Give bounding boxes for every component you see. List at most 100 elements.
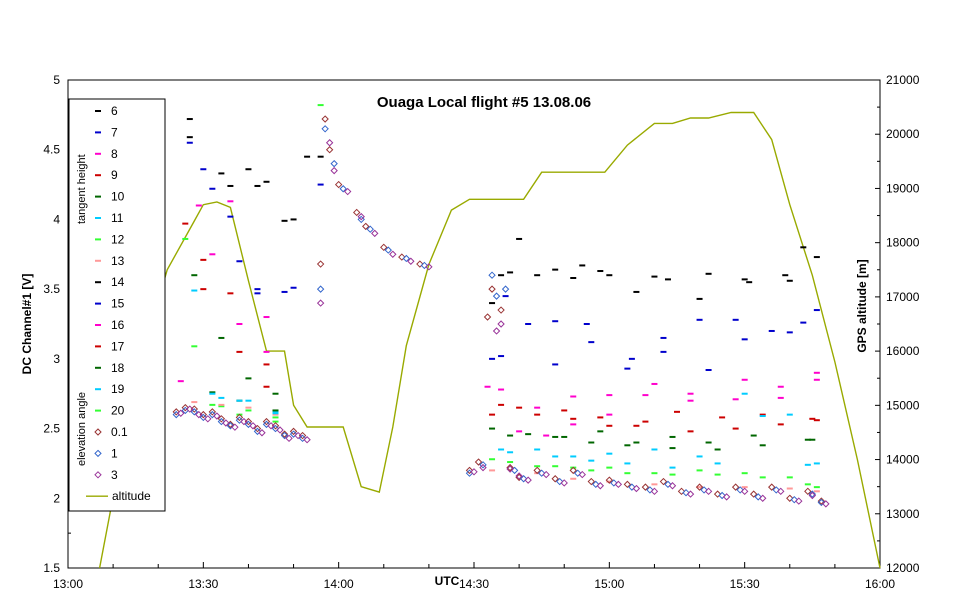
legend: tangent height elevation angle 678910111… <box>68 98 166 512</box>
y-tick-label: 2 <box>53 491 60 505</box>
data-point-diamond <box>772 486 780 494</box>
legend-symbol <box>94 449 102 458</box>
data-point-diamond <box>316 260 325 268</box>
data-point-diamond <box>822 500 830 508</box>
data-point-diamond <box>704 487 713 496</box>
data-point-diamond <box>623 480 632 489</box>
y-tick-label: 4 <box>53 212 60 226</box>
data-point-diamond <box>371 229 379 238</box>
data-point-diamond <box>240 417 248 426</box>
y2-tick-label: 17000 <box>886 290 920 304</box>
data-point-diamond <box>668 482 677 490</box>
data-point-diamond <box>407 257 415 265</box>
y2-tick-label: 15000 <box>886 398 920 412</box>
data-point-diamond <box>488 285 496 293</box>
altitude-series <box>98 111 881 569</box>
data-point-diamond <box>682 489 690 497</box>
data-point-diamond <box>181 403 189 412</box>
data-point-diamond <box>610 479 618 487</box>
data-point-diamond <box>186 405 194 413</box>
legend-label: 15 <box>111 297 125 311</box>
data-point-diamond <box>817 497 826 505</box>
y2-tick-label: 12000 <box>886 561 920 575</box>
data-point-diamond <box>506 463 514 472</box>
data-point-diamond <box>280 431 289 440</box>
x-tick-label: 15:00 <box>594 577 624 591</box>
data-point-diamond <box>222 419 230 427</box>
legend-group-tangent-height: tangent height <box>76 154 88 224</box>
legend-label: 19 <box>111 382 125 396</box>
data-point-diamond <box>533 466 541 475</box>
data-point-diamond <box>235 416 244 424</box>
data-point-diamond <box>321 115 329 123</box>
data-point-diamond <box>759 494 767 502</box>
data-point-diamond <box>718 491 726 500</box>
data-point-diamond <box>596 482 605 490</box>
data-point-diamond <box>330 166 338 175</box>
data-point-diamond <box>362 222 370 231</box>
y-tick-label: 3.5 <box>43 282 60 296</box>
legend-box <box>68 98 166 512</box>
x-tick-label: 13:30 <box>188 577 218 591</box>
data-point-diamond <box>271 424 280 433</box>
data-point-diamond <box>749 490 758 498</box>
plot-frame <box>67 79 881 569</box>
data-point-diamond <box>808 490 817 498</box>
y-axis-label: DC Channel#1 [V] <box>20 274 34 375</box>
data-point-diamond <box>628 483 636 491</box>
data-point-diamond <box>519 475 528 483</box>
data-point-diamond <box>244 420 253 429</box>
data-point-diamond <box>808 491 817 500</box>
data-point-diamond <box>199 413 208 422</box>
y-tick-label: 1.5 <box>43 561 60 575</box>
data-point-diamond <box>713 490 722 498</box>
legend-label: 17 <box>111 339 125 353</box>
data-point-diamond <box>574 469 582 477</box>
y-tick-label: 2.5 <box>43 422 60 436</box>
data-point-diamond <box>325 139 334 147</box>
data-point-diamond <box>664 480 672 489</box>
data-point-diamond <box>204 415 212 423</box>
data-point-diamond <box>235 413 244 422</box>
legend-label: altitude <box>112 489 151 503</box>
data-point-diamond <box>231 423 239 431</box>
y2-tick-label: 19000 <box>886 181 920 195</box>
data-point-diamond <box>357 215 365 224</box>
data-point-diamond <box>592 480 600 489</box>
data-point-diamond <box>731 483 740 491</box>
data-point-diamond <box>569 466 577 475</box>
data-point-diamond <box>357 212 365 221</box>
data-point-diamond <box>420 261 429 270</box>
y2-tick-label: 16000 <box>886 344 920 358</box>
data-point-diamond <box>700 486 708 494</box>
series-7 <box>186 141 807 360</box>
legend-label: 14 <box>111 275 125 289</box>
legend-label: 16 <box>111 318 125 332</box>
legend-label: 7 <box>111 125 118 139</box>
series-19 <box>209 392 811 469</box>
data-point-diamond <box>587 477 595 486</box>
data-point-diamond <box>740 487 749 496</box>
data-point-diamond <box>177 409 185 417</box>
data-point-diamond <box>325 146 334 154</box>
data-point-diamond <box>492 292 501 300</box>
data-point-diamond <box>722 493 731 501</box>
series-11 <box>191 289 820 465</box>
data-point-diamond <box>303 436 311 444</box>
series-0_1 <box>172 115 826 505</box>
data-point-diamond <box>736 486 744 494</box>
data-point-diamond <box>217 417 226 426</box>
legend-label: 1 <box>111 446 118 460</box>
legend-group-elevation-angle: elevation angle <box>76 392 88 466</box>
chart-title: Ouaga Local flight #5 13.08.06 <box>377 94 591 111</box>
data-point-diamond <box>556 477 564 486</box>
y2-tick-label: 21000 <box>886 73 920 87</box>
data-point-diamond <box>208 408 217 416</box>
data-point-diamond <box>276 426 284 434</box>
data-point-diamond <box>497 306 505 314</box>
data-point-diamond <box>483 313 492 321</box>
data-point-diamond <box>258 429 266 437</box>
data-point-diamond <box>474 458 483 466</box>
data-point-diamond <box>289 430 298 438</box>
